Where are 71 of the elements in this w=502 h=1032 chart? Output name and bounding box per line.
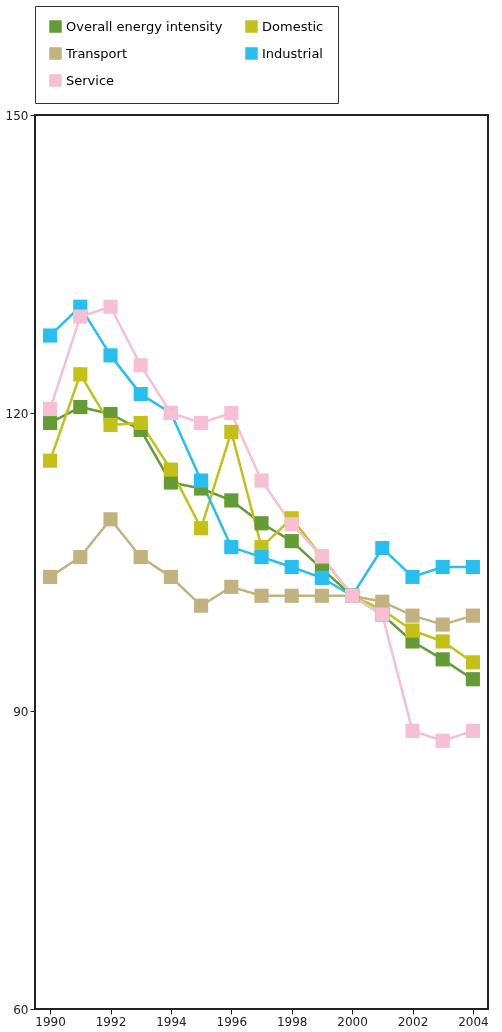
point	[43, 401, 58, 417]
point	[465, 672, 480, 687]
point	[254, 516, 269, 531]
point	[163, 462, 178, 477]
point	[465, 608, 480, 623]
point	[375, 594, 390, 609]
point	[375, 541, 390, 556]
point	[284, 559, 299, 575]
x-tick-label: 1994	[156, 1014, 187, 1029]
point	[435, 733, 450, 748]
point	[43, 453, 58, 468]
point	[284, 534, 299, 549]
legend-label: Industrial	[262, 45, 323, 61]
point	[405, 623, 420, 638]
point	[435, 617, 450, 632]
point	[435, 652, 450, 667]
point	[194, 473, 209, 488]
point	[133, 415, 148, 430]
point	[224, 405, 239, 421]
point	[284, 588, 299, 603]
point	[465, 723, 480, 738]
point	[224, 424, 239, 439]
x-tick-label: 1992	[95, 1014, 127, 1029]
point	[73, 309, 88, 324]
point	[73, 367, 88, 382]
point	[133, 387, 148, 402]
point	[73, 549, 88, 565]
point	[194, 415, 209, 430]
legend-label: Transport	[65, 45, 128, 61]
legend-label: Domestic	[262, 18, 324, 34]
x-tick-label: 2004	[458, 1014, 489, 1029]
x-tick-label: 1990	[35, 1014, 66, 1029]
point	[73, 399, 88, 415]
point	[254, 473, 269, 488]
point	[194, 598, 209, 613]
x-tick-label: 2000	[337, 1014, 368, 1029]
x-tick-label: 1998	[276, 1014, 308, 1029]
point	[405, 723, 420, 738]
point	[254, 588, 269, 603]
point	[163, 569, 178, 584]
legend-label: Overall energy intensity	[66, 18, 223, 34]
legend-label: Service	[66, 72, 115, 88]
point	[103, 417, 118, 432]
x-tick-label: 1996	[216, 1014, 248, 1029]
point	[43, 415, 58, 430]
point	[43, 569, 58, 584]
point	[224, 579, 239, 594]
x-tick-label: 2002	[397, 1014, 429, 1029]
point	[465, 559, 480, 575]
point	[103, 512, 118, 527]
point	[224, 540, 239, 555]
y-tick-label: 150	[5, 108, 29, 123]
point	[133, 358, 148, 373]
point	[314, 570, 329, 585]
point	[405, 569, 420, 584]
y-tick-label: 90	[13, 704, 29, 719]
point	[284, 517, 299, 532]
point	[133, 549, 148, 565]
point	[103, 299, 118, 314]
point	[405, 608, 420, 623]
y-tick-label: 60	[13, 1002, 29, 1017]
point	[435, 559, 450, 575]
point	[314, 588, 329, 603]
point	[103, 348, 118, 363]
point	[465, 655, 480, 670]
point	[254, 549, 269, 565]
point	[224, 493, 239, 508]
point	[43, 328, 58, 343]
point	[435, 634, 450, 649]
y-tick-label: 120	[5, 406, 29, 421]
point	[194, 521, 209, 536]
